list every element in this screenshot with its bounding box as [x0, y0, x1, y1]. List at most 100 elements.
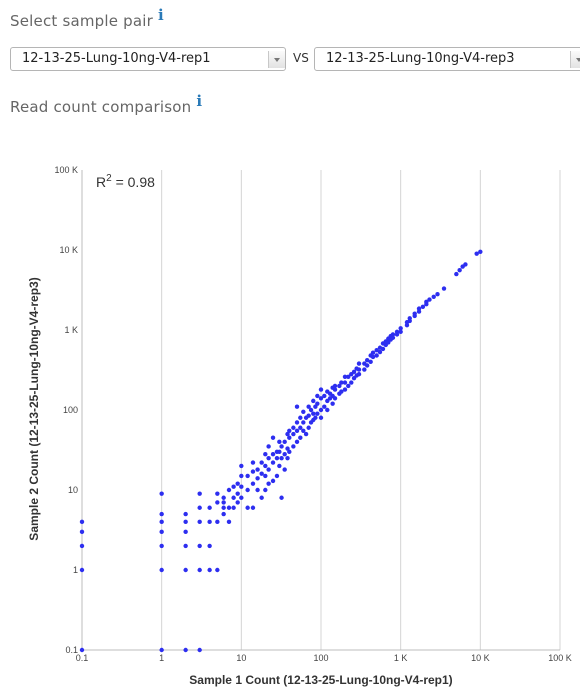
- data-point: [255, 476, 260, 481]
- data-point: [291, 444, 296, 449]
- data-point: [263, 463, 268, 469]
- data-point: [303, 431, 309, 437]
- data-point: [394, 329, 400, 334]
- data-point: [457, 267, 462, 273]
- data-point: [315, 401, 320, 406]
- data-point: [282, 439, 287, 445]
- data-point: [298, 415, 303, 420]
- data-point: [270, 435, 276, 440]
- data-point: [311, 411, 316, 416]
- data-point: [215, 519, 220, 525]
- data-point: [245, 505, 250, 510]
- sample2-select-value: 12-13-25-Lung-10ng-V4-rep3: [326, 51, 515, 66]
- data-point: [313, 415, 318, 420]
- sample2-select[interactable]: 12-13-25-Lung-10ng-V4-rep3: [314, 47, 580, 71]
- data-point: [207, 505, 212, 510]
- x-tick-label: 10: [236, 653, 246, 663]
- data-point: [79, 567, 85, 573]
- data-point: [287, 435, 292, 440]
- data-point: [255, 467, 260, 472]
- data-point: [263, 473, 268, 479]
- data-point: [259, 471, 264, 476]
- x-tick-label: 100 K: [548, 653, 572, 663]
- y-axis-title: Sample 2 Count (12-13-25-Lung-10ng-V4-re…: [27, 277, 41, 540]
- data-point: [332, 387, 338, 392]
- data-point: [398, 329, 403, 334]
- data-point: [235, 491, 240, 496]
- data-point: [245, 473, 250, 479]
- data-point: [330, 401, 335, 406]
- data-point: [159, 529, 164, 535]
- data-point: [474, 251, 479, 256]
- data-point: [197, 505, 202, 510]
- data-point: [221, 511, 226, 517]
- data-point: [356, 361, 362, 366]
- data-point: [250, 469, 256, 474]
- data-point: [332, 383, 338, 389]
- data-point: [346, 374, 351, 380]
- data-point: [315, 393, 320, 399]
- data-point: [416, 306, 422, 311]
- scatter-plot: 0.1 1 10 100 1 K 10 K 100 K 0.1 1 10 100 1 K 10 K 100…: [27, 165, 572, 687]
- data-point: [159, 567, 164, 573]
- data-point: [364, 363, 370, 368]
- data-point: [294, 420, 300, 425]
- data-point: [291, 431, 296, 437]
- sample1-select-value: 12-13-25-Lung-10ng-V4-rep1: [22, 51, 211, 66]
- data-point: [259, 495, 264, 500]
- data-point: [287, 428, 292, 433]
- data-point: [463, 262, 468, 267]
- data-point: [207, 519, 212, 525]
- data-point: [364, 357, 370, 363]
- data-point: [368, 359, 373, 365]
- data-point: [325, 407, 330, 413]
- info-icon[interactable]: i: [158, 6, 164, 24]
- data-point: [221, 505, 226, 510]
- data-point: [274, 473, 280, 479]
- data-point: [370, 350, 376, 355]
- data-point: [322, 393, 327, 399]
- data-point: [197, 647, 202, 653]
- data-point: [183, 519, 188, 525]
- data-point: [270, 460, 276, 465]
- data-point: [287, 449, 292, 455]
- data-point: [431, 294, 436, 300]
- data-point: [215, 491, 220, 496]
- data-point: [226, 505, 232, 510]
- data-point: [79, 647, 85, 653]
- y-tick-label: 10 K: [59, 245, 78, 255]
- data-point: [370, 354, 376, 360]
- data-point: [285, 431, 290, 437]
- data-point: [207, 543, 212, 549]
- data-point: [231, 484, 236, 489]
- sample1-select[interactable]: 12-13-25-Lung-10ng-V4-rep1: [10, 47, 286, 71]
- data-point: [390, 335, 396, 340]
- y-tick-label: 100: [63, 405, 78, 415]
- data-point: [301, 409, 306, 414]
- y-tick-label: 0.1: [65, 645, 78, 655]
- chevron-down-icon[interactable]: [268, 51, 285, 68]
- data-point: [239, 484, 244, 489]
- data-point: [301, 428, 306, 433]
- data-point: [259, 460, 264, 465]
- data-point: [308, 407, 314, 413]
- data-point: [322, 404, 327, 409]
- data-point: [79, 543, 85, 549]
- data-point: [239, 463, 244, 469]
- data-point: [197, 567, 202, 573]
- data-point: [183, 567, 188, 573]
- chevron-down-icon[interactable]: [570, 51, 580, 68]
- data-point: [441, 286, 447, 291]
- data-point: [325, 398, 330, 404]
- y-tick-label: 10: [68, 485, 78, 495]
- data-point: [311, 398, 316, 404]
- x-axis-title: Sample 1 Count (12-13-25-Lung-10ng-V4-re…: [189, 673, 452, 687]
- data-point: [263, 452, 268, 457]
- data-point: [266, 444, 271, 449]
- data-point: [231, 505, 236, 510]
- data-point: [266, 455, 271, 461]
- data-point: [298, 435, 303, 440]
- data-point: [239, 495, 244, 500]
- info-icon[interactable]: i: [196, 92, 203, 110]
- data-point: [183, 543, 188, 549]
